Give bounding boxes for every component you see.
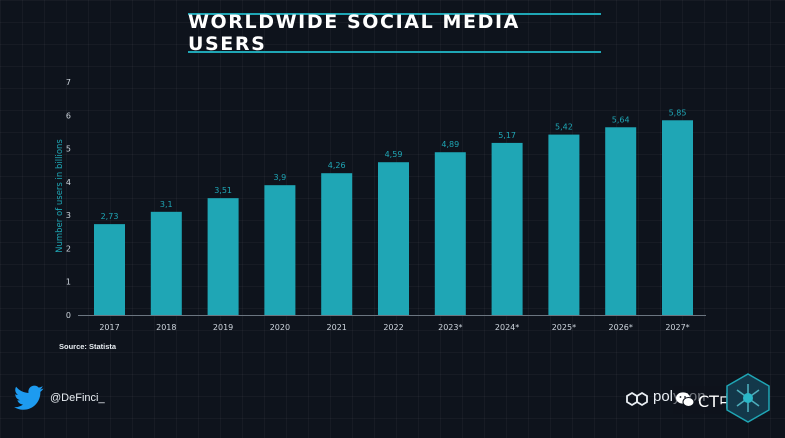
bar-value-label: 3,51 [214, 186, 232, 195]
x-tick-label: 2024* [495, 323, 519, 332]
x-tick-label: 2018 [156, 323, 176, 332]
hexagon-badge-icon [726, 373, 770, 423]
chart-title-frame: WORLDWIDE SOCIAL MEDIA USERS [188, 11, 601, 55]
bar [378, 162, 409, 315]
bar [662, 120, 693, 316]
y-tick-label: 1 [66, 278, 71, 287]
x-tick-label: 2025* [552, 323, 576, 332]
bar-value-label: 4,89 [441, 140, 459, 149]
bar [605, 127, 637, 315]
bar [207, 198, 239, 315]
x-tick-label: 2027* [665, 323, 689, 332]
wechat-icon [676, 392, 695, 407]
x-tick-label: 2017 [99, 323, 119, 332]
y-tick-label: 0 [66, 311, 71, 320]
bar-value-label: 2,73 [101, 212, 119, 221]
bar-value-label: 3,1 [160, 200, 173, 209]
x-tick-label: 2021 [327, 323, 347, 332]
x-tick-label: 2022 [383, 323, 403, 332]
x-tick-label: 2026* [609, 323, 633, 332]
bar-value-label: 5,85 [669, 108, 687, 117]
bar-value-label: 5,64 [612, 115, 630, 124]
twitter-credit: @DeFinci_ [14, 385, 105, 411]
bar [264, 185, 296, 315]
bar-value-label: 5,17 [498, 131, 516, 140]
y-tick-label: 7 [66, 78, 71, 87]
y-tick-label: 5 [66, 145, 71, 154]
y-tick-label: 3 [66, 211, 71, 220]
bar-value-label: 5,42 [555, 123, 573, 132]
twitter-handle: @DeFinci_ [50, 392, 105, 404]
polygon-logo-icon [626, 391, 648, 407]
bar-value-label: 4,59 [385, 150, 403, 159]
bar [434, 152, 466, 315]
twitter-bird-icon [14, 385, 44, 410]
bar-value-label: 3,9 [274, 173, 287, 182]
y-tick-label: 4 [66, 178, 71, 187]
x-tick-label: 2019 [213, 323, 233, 332]
bar [321, 173, 353, 315]
x-tick-label: 2023* [438, 323, 462, 332]
chart-title: WORLDWIDE SOCIAL MEDIA USERS [188, 11, 520, 55]
x-tick-label: 2020 [270, 323, 290, 332]
bar [548, 134, 580, 315]
bar-value-label: 4,26 [328, 161, 346, 170]
source-note: Source: Statista [59, 342, 117, 351]
y-tick-label: 6 [66, 111, 71, 120]
y-axis-label: Number of users in billions [55, 139, 65, 253]
bar [150, 211, 182, 315]
brand-area: polygon CT中文 [625, 373, 775, 428]
bar [94, 224, 125, 315]
y-tick-label: 2 [66, 244, 71, 253]
bar [491, 142, 523, 315]
